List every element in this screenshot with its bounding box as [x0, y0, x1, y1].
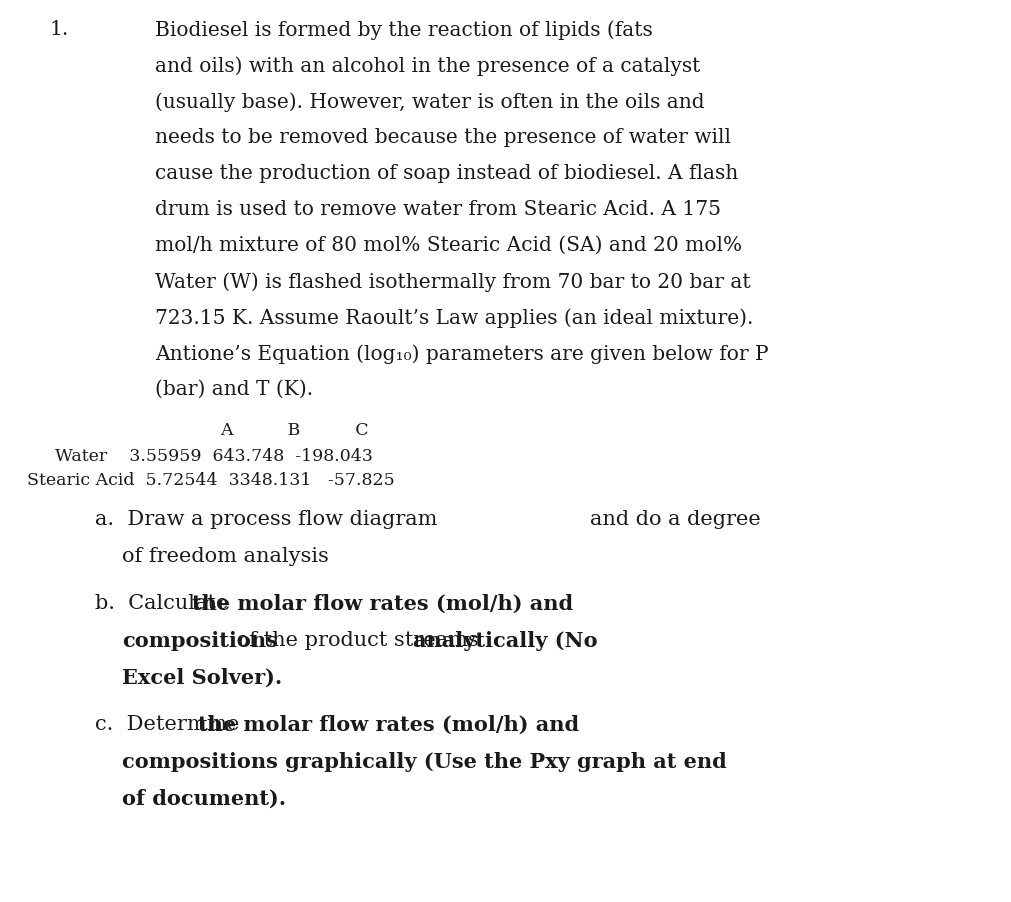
Text: analytically (No: analytically (No — [412, 631, 598, 651]
Text: 723.15 K. Assume Raoult’s Law applies (an ideal mixture).: 723.15 K. Assume Raoult’s Law applies (a… — [155, 308, 752, 327]
Text: Biodiesel is formed by the reaction of lipids (fats: Biodiesel is formed by the reaction of l… — [155, 20, 652, 40]
Text: Stearic Acid  5.72544  3348.131   -57.825: Stearic Acid 5.72544 3348.131 -57.825 — [27, 472, 394, 489]
Text: and do a degree: and do a degree — [589, 510, 760, 529]
Text: (bar) and T (K).: (bar) and T (K). — [155, 380, 312, 399]
Text: of freedom analysis: of freedom analysis — [122, 547, 329, 566]
Text: compositions graphically (Use the Pxy graph at end: compositions graphically (Use the Pxy gr… — [122, 752, 726, 772]
Text: compositions: compositions — [122, 631, 278, 651]
Text: A          B          C: A B C — [219, 422, 368, 439]
Text: c.  Determine: c. Determine — [95, 715, 246, 734]
Text: drum is used to remove water from Stearic Acid. A 175: drum is used to remove water from Steari… — [155, 200, 720, 219]
Text: the molar flow rates (mol/h) and: the molar flow rates (mol/h) and — [192, 594, 572, 614]
Text: of document).: of document). — [122, 789, 286, 809]
Text: mol/h mixture of 80 mol% Stearic Acid (SA) and 20 mol%: mol/h mixture of 80 mol% Stearic Acid (S… — [155, 236, 741, 255]
Text: (usually base). However, water is often in the oils and: (usually base). However, water is often … — [155, 92, 704, 112]
Text: Excel Solver).: Excel Solver). — [122, 668, 282, 688]
Text: Antione’s Equation (log₁₀) parameters are given below for P: Antione’s Equation (log₁₀) parameters ar… — [155, 344, 768, 364]
Text: a.  Draw a process flow diagram: a. Draw a process flow diagram — [95, 510, 437, 529]
Text: cause the production of soap instead of biodiesel. A flash: cause the production of soap instead of … — [155, 164, 737, 183]
Text: Water (W) is flashed isothermally from 70 bar to 20 bar at: Water (W) is flashed isothermally from 7… — [155, 272, 750, 291]
Text: b.  Calculate: b. Calculate — [95, 594, 235, 613]
Text: the molar flow rates (mol/h) and: the molar flow rates (mol/h) and — [198, 715, 578, 735]
Text: and oils) with an alcohol in the presence of a catalyst: and oils) with an alcohol in the presenc… — [155, 56, 700, 76]
Text: 1.: 1. — [50, 20, 69, 39]
Text: needs to be removed because the presence of water will: needs to be removed because the presence… — [155, 128, 730, 147]
Text: of the product streams: of the product streams — [229, 631, 485, 650]
Text: Water    3.55959  643.748  -198.043: Water 3.55959 643.748 -198.043 — [55, 448, 372, 465]
